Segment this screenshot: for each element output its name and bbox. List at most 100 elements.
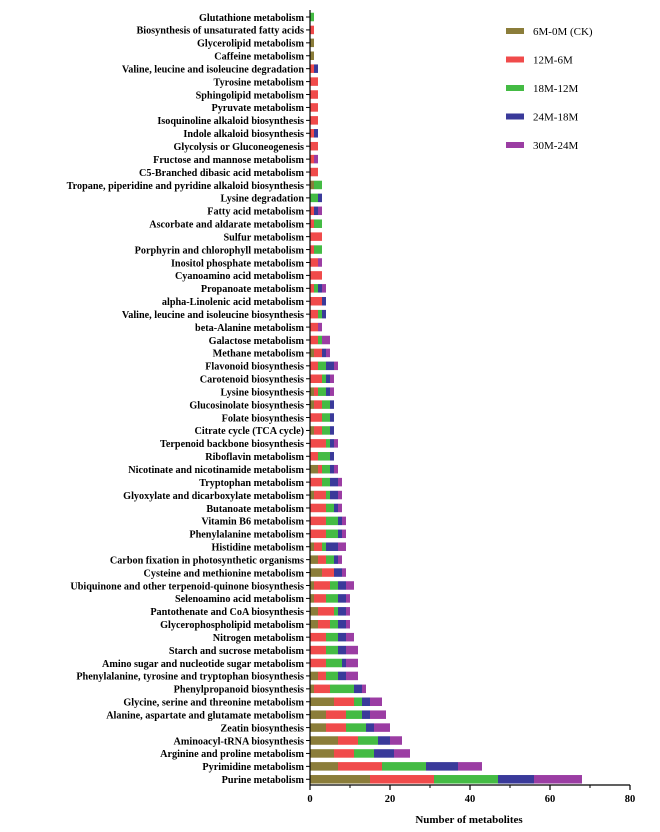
bar-segment: [318, 258, 322, 267]
x-tick-label: 0: [307, 794, 312, 805]
bar-segment: [310, 568, 322, 577]
category-label: Fatty acid metabolism: [207, 207, 304, 218]
category-label: Arginine and proline metabolism: [160, 749, 304, 760]
category-label: Tyrosine metabolism: [214, 77, 305, 88]
category-label: Glycerophospholipid metabolism: [160, 620, 304, 631]
bar-segment: [314, 400, 322, 409]
legend-label: 30M-24M: [533, 140, 578, 152]
bar-segment: [310, 271, 322, 280]
bar-segment: [338, 490, 342, 500]
bar-segment: [330, 619, 338, 629]
bar-layer: [310, 12, 582, 784]
category-label: Ascorbate and aldarate metabolism: [149, 220, 304, 231]
bar-segment: [310, 361, 318, 371]
category-label: Lysine biosynthesis: [220, 387, 304, 398]
bar-segment: [334, 555, 338, 564]
bar-segment: [330, 684, 354, 694]
bar-segment: [310, 555, 318, 564]
bar-segment: [346, 619, 350, 629]
bar-segment: [326, 710, 346, 719]
bar-segment: [314, 219, 322, 228]
bar-segment: [326, 490, 330, 500]
bar-segment: [326, 723, 346, 732]
bar-segment: [318, 387, 326, 396]
category-label: Alanine, aspartate and glutamate metabol…: [106, 710, 304, 721]
bar-segment: [334, 749, 354, 758]
bar-segment: [330, 387, 334, 396]
bar-segment: [326, 594, 338, 603]
category-label: C5-Branched dibasic acid metabolism: [139, 168, 304, 179]
bar-segment: [330, 374, 334, 384]
category-label: Phenylalanine metabolism: [189, 530, 304, 541]
category-label: Sphingolipid metabolism: [196, 90, 305, 101]
bar-segment: [338, 555, 342, 564]
category-label: Riboflavin metabolism: [205, 452, 304, 463]
bar-segment: [322, 413, 330, 422]
bar-segment: [338, 632, 346, 642]
bar-segment: [330, 464, 334, 474]
x-tick-label: 20: [385, 794, 396, 805]
bar-segment: [310, 180, 314, 190]
bar-segment: [338, 619, 346, 629]
category-label: Butanoate metabolism: [206, 504, 304, 515]
category-label: Glycine, serine and threonine metabolism: [123, 698, 304, 709]
category-label: Flavonoid biosynthesis: [205, 362, 304, 373]
bar-segment: [310, 439, 326, 448]
bar-segment: [358, 736, 378, 745]
category-label: Methane metabolism: [213, 349, 305, 360]
bar-segment: [310, 232, 322, 241]
bar-segment: [330, 400, 334, 409]
bar-segment: [394, 749, 410, 758]
category-label: Phenylalanine, tyrosine and tryptophan b…: [76, 672, 304, 683]
bar-segment: [318, 206, 322, 216]
category-label: Folate biosynthesis: [222, 413, 304, 424]
bar-segment: [338, 529, 342, 539]
category-label: Carotenoid biosynthesis: [200, 375, 304, 386]
category-label: Zeatin biosynthesis: [221, 723, 305, 734]
bar-segment: [330, 490, 338, 500]
bar-segment: [338, 477, 342, 487]
category-label: Ubiquinone and other terpenoid-quinone b…: [70, 581, 304, 592]
category-label: Terpenoid backbone biosynthesis: [160, 439, 304, 450]
bar-segment: [346, 710, 362, 719]
bar-segment: [346, 723, 366, 732]
category-label: Carbon fixation in photosynthetic organi…: [110, 555, 304, 566]
bar-segment: [322, 426, 330, 435]
bar-segment: [310, 607, 318, 616]
bar-segment: [310, 658, 326, 668]
bar-segment: [334, 361, 338, 371]
category-label: Citrate cycle (TCA cycle): [195, 426, 304, 437]
category-label: Cyanoamino acid metabolism: [175, 271, 305, 282]
category-label: Phenylpropanoid biosynthesis: [174, 685, 304, 696]
bar-segment: [310, 464, 318, 474]
bar-segment: [310, 645, 326, 655]
category-label: Glycerolipid metabolism: [197, 39, 305, 50]
bar-segment: [310, 38, 314, 48]
bar-segment: [322, 374, 326, 384]
bar-segment: [338, 645, 346, 655]
bar-segment: [310, 219, 314, 228]
bar-segment: [326, 555, 334, 564]
bar-segment: [338, 581, 346, 590]
category-label: Amino sugar and nucleotide sugar metabol…: [102, 659, 304, 670]
bar-segment: [342, 568, 346, 577]
category-label: Tryptophan metabolism: [199, 478, 304, 489]
bar-segment: [318, 361, 326, 371]
bar-segment: [330, 581, 338, 590]
bar-segment: [322, 309, 326, 319]
bar-segment: [310, 129, 314, 138]
category-label: Propanoate metabolism: [201, 284, 305, 295]
bar-segment: [314, 154, 318, 164]
bar-segment: [310, 697, 334, 707]
bar-segment: [346, 581, 354, 590]
bar-segment: [310, 632, 326, 642]
bar-segment: [338, 736, 358, 745]
legend-swatch: [506, 28, 524, 34]
bar-segment: [326, 503, 334, 513]
bar-segment: [326, 387, 330, 396]
x-axis-label: Number of metabolites: [415, 814, 523, 826]
bar-segment: [314, 542, 322, 551]
category-label: Pyrimidine metabolism: [202, 762, 304, 773]
bar-segment: [310, 245, 314, 254]
legend-swatch: [506, 85, 524, 91]
